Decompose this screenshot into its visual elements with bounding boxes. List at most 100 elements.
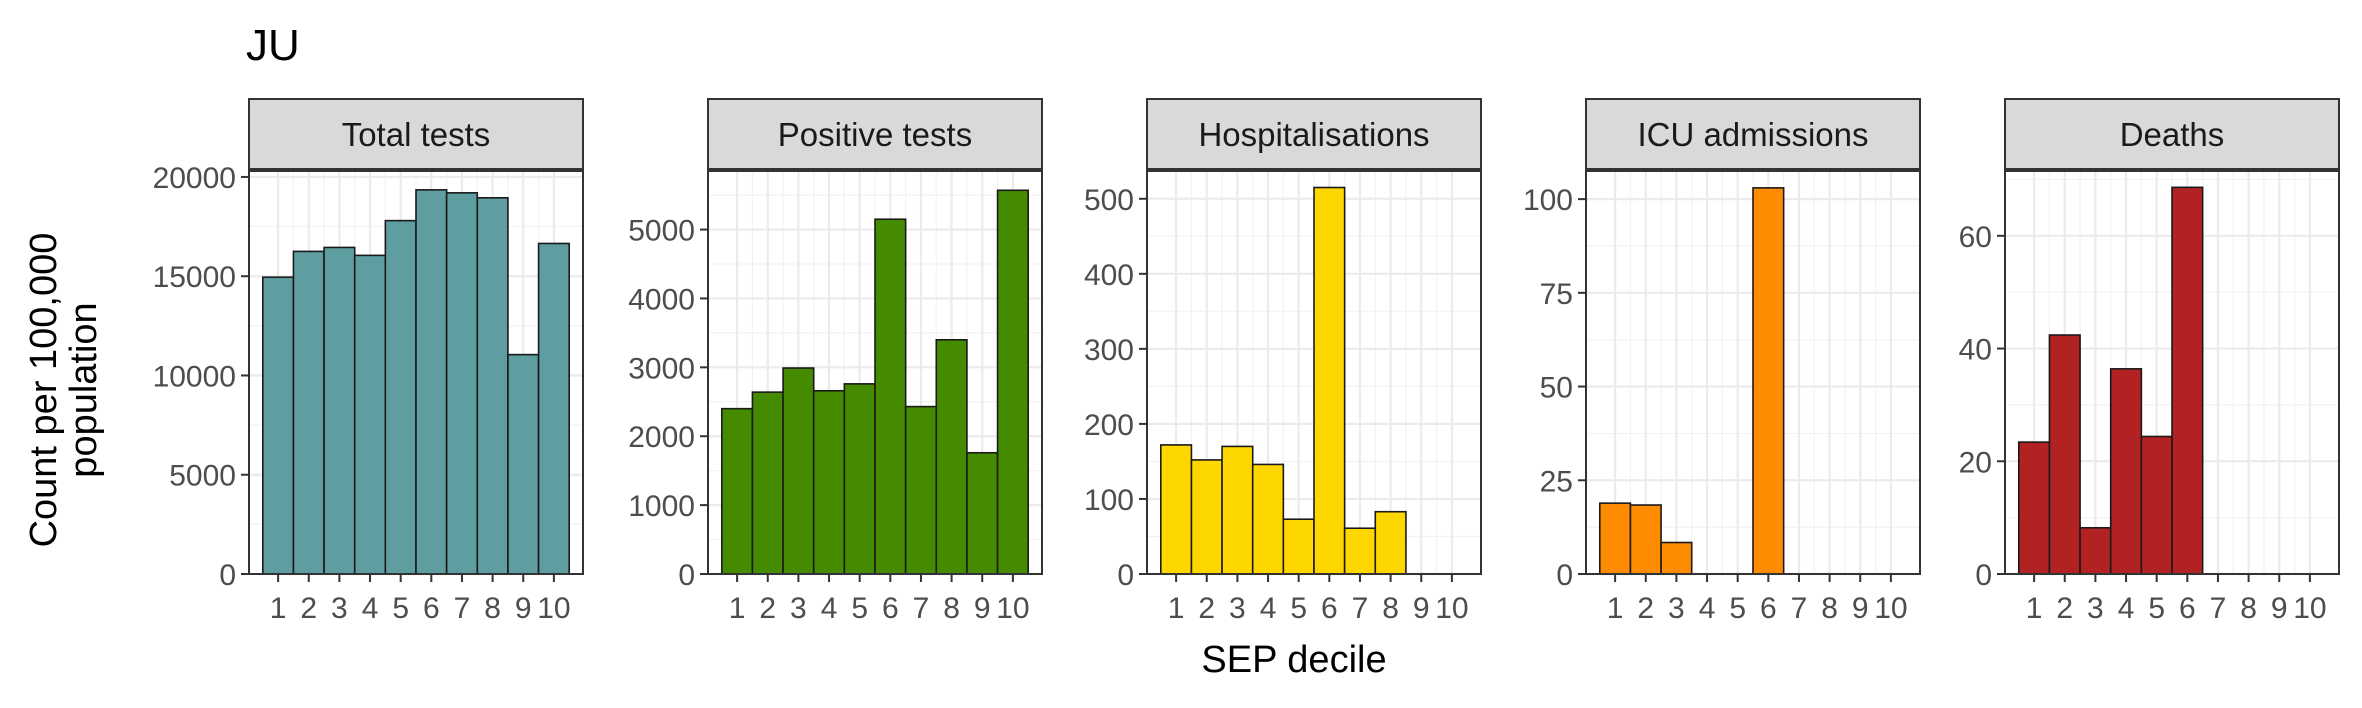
panel-border bbox=[2004, 170, 2340, 575]
y-tick-label: 50 bbox=[1540, 372, 1573, 405]
x-tick-label: 5 bbox=[392, 592, 409, 625]
x-tick-label: 5 bbox=[1290, 592, 1307, 625]
x-tick-label: 9 bbox=[1852, 592, 1869, 625]
x-tick-label: 2 bbox=[1198, 592, 1215, 625]
y-tick-label: 0 bbox=[678, 559, 695, 592]
y-tick-label: 4000 bbox=[628, 283, 695, 316]
panel-border bbox=[248, 170, 584, 575]
x-tick-label: 2 bbox=[2056, 592, 2073, 625]
x-tick-label: 8 bbox=[1821, 592, 1838, 625]
x-tick-label: 3 bbox=[331, 592, 348, 625]
bar bbox=[2109, 368, 2143, 575]
bar bbox=[1660, 541, 1693, 575]
x-tick-label: 10 bbox=[537, 592, 570, 625]
y-tick-label: 3000 bbox=[628, 352, 695, 385]
bar bbox=[751, 391, 784, 575]
panel-3: Hospitalisations 0 100 200 300 400 500 1 2 3 4 5 6 7 8… bbox=[1084, 98, 1482, 625]
x-tick-label: 9 bbox=[2271, 592, 2288, 625]
panel-border bbox=[707, 170, 1043, 575]
x-tick-label: 5 bbox=[851, 592, 868, 625]
x-tick-label: 10 bbox=[1874, 592, 1907, 625]
x-tick-label: 1 bbox=[270, 592, 287, 625]
x-tick-label: 6 bbox=[1760, 592, 1777, 625]
x-tick-label: 8 bbox=[1382, 592, 1399, 625]
x-tick-label: 4 bbox=[1699, 592, 1716, 625]
facet-strip-label: Deaths bbox=[2120, 116, 2225, 153]
bar bbox=[445, 192, 479, 575]
facet-strip bbox=[1585, 98, 1921, 170]
x-tick-label: 6 bbox=[1321, 592, 1338, 625]
bar bbox=[782, 367, 815, 575]
bar bbox=[1313, 186, 1346, 575]
x-tick-label: 5 bbox=[2148, 592, 2165, 625]
bar bbox=[2171, 186, 2204, 575]
y-tick-label: 1000 bbox=[628, 490, 695, 523]
x-tick-label: 9 bbox=[515, 592, 532, 625]
bar bbox=[292, 250, 325, 575]
x-tick-label: 3 bbox=[2087, 592, 2104, 625]
bar bbox=[1221, 445, 1254, 575]
x-tick-label: 7 bbox=[454, 592, 471, 625]
x-tick-label: 7 bbox=[1352, 592, 1369, 625]
bar bbox=[996, 189, 1030, 575]
bar bbox=[507, 353, 540, 575]
facet-strip bbox=[1146, 98, 1482, 170]
x-tick-label: 7 bbox=[1791, 592, 1808, 625]
bar bbox=[476, 197, 509, 575]
y-axis-label-line2: population bbox=[63, 302, 105, 477]
bar bbox=[812, 389, 846, 575]
bar bbox=[537, 242, 571, 575]
bar bbox=[2079, 526, 2112, 575]
x-tick-label: 10 bbox=[1435, 592, 1468, 625]
facet-strip bbox=[2004, 98, 2340, 170]
x-tick-label: 8 bbox=[484, 592, 501, 625]
bar bbox=[415, 189, 448, 575]
y-tick-label: 0 bbox=[1975, 559, 1992, 592]
y-tick-label: 100 bbox=[1523, 184, 1573, 217]
bar bbox=[874, 218, 907, 575]
bar bbox=[2048, 334, 2081, 575]
x-tick-label: 2 bbox=[759, 592, 776, 625]
y-tick-label: 60 bbox=[1959, 221, 1992, 254]
y-axis-label-line1: Count per 100,000 bbox=[23, 233, 65, 548]
x-tick-label: 4 bbox=[362, 592, 379, 625]
y-tick-label: 10000 bbox=[153, 360, 236, 393]
bar bbox=[1752, 187, 1785, 575]
bar bbox=[1343, 527, 1377, 575]
y-tick-label: 2000 bbox=[628, 421, 695, 454]
y-tick-label: 200 bbox=[1084, 409, 1134, 442]
y-tick-label: 300 bbox=[1084, 334, 1134, 367]
x-tick-label: 4 bbox=[2118, 592, 2135, 625]
y-tick-label: 40 bbox=[1959, 334, 1992, 367]
x-tick-label: 5 bbox=[1729, 592, 1746, 625]
x-axis-label: SEP decile bbox=[1201, 639, 1386, 681]
panel-5: Deaths 0 20 40 60 1 2 3 4 5 6 7 8 9 10 bbox=[1959, 98, 2340, 625]
x-tick-label: 8 bbox=[2240, 592, 2257, 625]
bar bbox=[1629, 504, 1662, 575]
bar bbox=[935, 338, 968, 575]
panel-2: Positive tests 0 1000 2000 3000 4000 5000 1 2 3 4 5… bbox=[628, 98, 1043, 625]
x-tick-label: 6 bbox=[882, 592, 899, 625]
facet-strip-label: ICU admissions bbox=[1637, 116, 1868, 153]
facet-strip bbox=[707, 98, 1043, 170]
x-tick-label: 3 bbox=[1668, 592, 1685, 625]
panel-border bbox=[1146, 170, 1482, 575]
x-tick-label: 4 bbox=[821, 592, 838, 625]
y-tick-label: 15000 bbox=[153, 261, 236, 294]
x-tick-label: 4 bbox=[1260, 592, 1277, 625]
y-tick-label: 500 bbox=[1084, 184, 1134, 217]
x-tick-label: 6 bbox=[2179, 592, 2196, 625]
bar bbox=[720, 407, 754, 575]
facet-strip-label: Total tests bbox=[342, 116, 491, 153]
bar bbox=[843, 383, 876, 575]
bar bbox=[1374, 510, 1407, 575]
x-tick-label: 8 bbox=[943, 592, 960, 625]
y-tick-label: 100 bbox=[1084, 484, 1134, 517]
x-tick-label: 7 bbox=[2210, 592, 2227, 625]
y-tick-label: 20000 bbox=[153, 162, 236, 195]
bar bbox=[2140, 435, 2173, 575]
bar bbox=[261, 276, 295, 575]
y-tick-label: 0 bbox=[1556, 559, 1573, 592]
bar bbox=[2017, 441, 2051, 575]
x-tick-label: 1 bbox=[1607, 592, 1624, 625]
